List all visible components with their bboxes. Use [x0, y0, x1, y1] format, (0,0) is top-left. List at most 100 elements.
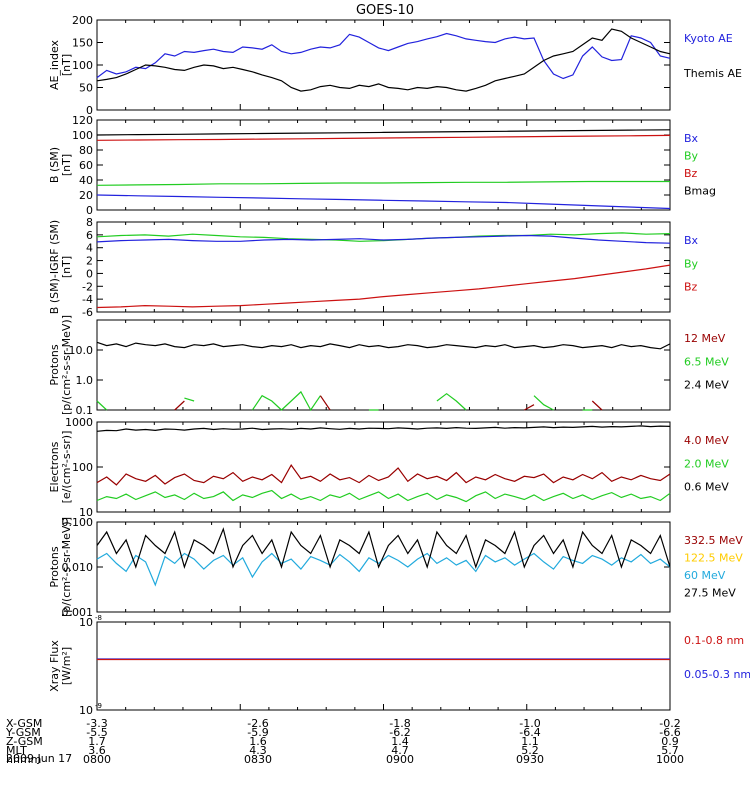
ephemeris-value: -0.2 — [659, 717, 681, 730]
y-axis-label: [W/m²] — [60, 647, 73, 685]
y-tick-label: 2 — [86, 255, 93, 268]
y-tick-label: 10 — [79, 616, 93, 629]
y-tick-label: 200 — [72, 14, 93, 27]
y-tick-exponent: -9 — [95, 702, 102, 710]
legend-entry: 2.4 MeV — [684, 379, 729, 392]
legend-entry: 2.0 MeV — [684, 457, 729, 470]
legend-entry: Bmag — [684, 185, 716, 198]
series-bz — [96, 264, 671, 309]
y-axis-label: [e/(cm²-s-sr)] — [60, 431, 73, 504]
ephemeris-value: -6.2 — [389, 726, 411, 739]
series-4-0-mev — [96, 463, 671, 486]
legend-entry: Kyoto AE — [684, 32, 733, 45]
ephemeris-value: 0830 — [244, 753, 272, 766]
legend-entry: 122.5 MeV — [684, 552, 743, 565]
ephemeris-value: 1.4 — [391, 735, 409, 748]
y-tick-label: -6 — [82, 306, 93, 319]
ephemeris-row-label: X-GSM — [6, 717, 43, 730]
y-tick-label: -2 — [82, 280, 93, 293]
ephemeris-value: -1.8 — [389, 717, 411, 730]
y-axis-label: [nT] — [60, 154, 73, 176]
ephemeris-value: 1000 — [656, 753, 684, 766]
legend-entry: 27.5 MeV — [684, 587, 736, 600]
legend-entry: By — [684, 257, 699, 270]
series-2-0-mev — [96, 489, 671, 503]
series-60-mev — [96, 552, 671, 587]
panel-protons: 0.1 1.0 10.0 Protons [p/(cm²-s-sr-MeV)] 12 Me… — [48, 315, 729, 417]
legend-entry: By — [684, 150, 699, 163]
panel-frame — [96, 19, 671, 111]
ephemeris-table: X-GSM Y-GSM Z-GSM MLT hhmm -3.3 -5.5 1.7 3.6 0800… — [0, 716, 750, 800]
ephemeris-value: 4.3 — [249, 744, 267, 757]
y-axis-label: [p/(cm²-s-sr-MeV)] — [60, 517, 73, 617]
ephemeris-value: 5.2 — [521, 744, 539, 757]
y-tick-label: 10 — [79, 704, 93, 716]
ephemeris-value: 1.7 — [88, 735, 106, 748]
panel-frame — [96, 621, 671, 711]
legend-entry: 4.0 MeV — [684, 434, 729, 447]
ephemeris-value: 5.7 — [661, 744, 679, 757]
ephemeris-value: -6.6 — [659, 726, 681, 739]
y-tick-label: 10 — [79, 506, 93, 519]
y-axis-label: Electrons — [48, 441, 61, 492]
ephemeris-row-label: Z-GSM — [6, 735, 43, 748]
y-axis-label: B (SM) — [48, 147, 61, 183]
y-tick-label: 60 — [79, 159, 93, 172]
ephemeris-row-label: MLT — [6, 744, 27, 757]
y-axis-label: Protons — [48, 344, 61, 385]
y-tick-label: 20 — [79, 189, 93, 202]
date-label: 2009 Jun 17 — [6, 752, 73, 765]
y-tick-label: 0.010 — [62, 561, 94, 574]
ephemeris-value: -1.0 — [519, 717, 541, 730]
legend-entry: 332.5 MeV — [684, 534, 743, 547]
y-tick-exponent: -8 — [95, 614, 102, 622]
y-axis-label: B (SM)-IGRF (SM) — [48, 220, 61, 314]
legend-entry: 0.6 MeV — [684, 481, 729, 494]
series-bz — [96, 134, 671, 141]
panel-electrons: 10 100 1000 Electrons [e/(cm²-s-sr)] 4.0 MeV 2… — [48, 416, 729, 519]
y-tick-label: 0.001 — [62, 606, 94, 619]
ephemeris-value: -5.9 — [247, 726, 269, 739]
y-tick-label: 40 — [79, 174, 93, 187]
ephemeris-value: 0800 — [83, 753, 111, 766]
y-axis-label: AE_index — [48, 39, 61, 90]
ephemeris-value: 0900 — [386, 753, 414, 766]
y-tick-label: 0 — [86, 104, 93, 117]
y-tick-label: 80 — [79, 144, 93, 157]
legend-entry: Bx — [684, 234, 699, 247]
ephemeris-value: -6.4 — [519, 726, 541, 739]
ephemeris-value: 1.6 — [249, 735, 267, 748]
series-bmag — [96, 129, 671, 136]
series-bx — [96, 234, 671, 244]
ephemeris-value: 3.6 — [88, 744, 106, 757]
legend-entry: Bx — [684, 132, 699, 145]
panel-ae: 0 50 100 150 200 AE_index [nT] Kyoto AE Themis A… — [48, 14, 742, 117]
panel-bsm: 0 20 40 60 80 100 120 B (SM) [nT] Bx By Bz Bmag — [48, 114, 716, 217]
series-themis-ae — [96, 28, 671, 92]
y-tick-label: 120 — [72, 114, 93, 127]
y-tick-label: 0 — [86, 204, 93, 217]
series-27-5-mev — [96, 527, 671, 569]
ephemeris-value: 1.1 — [521, 735, 539, 748]
ephemeris-value: 4.7 — [391, 744, 409, 757]
legend-entry: 0.05-0.3 nm — [684, 668, 750, 681]
y-tick-label: 0.100 — [62, 516, 94, 529]
y-tick-label: 4 — [86, 242, 93, 255]
y-tick-label: 50 — [79, 82, 93, 95]
y-axis-label: Protons — [48, 546, 61, 587]
y-axis-label: [nT] — [60, 54, 73, 76]
ephemeris-value: -2.6 — [247, 717, 269, 730]
panel-hiprotons: 0.001 0.010 0.100 Protons [p/(cm²-s-sr-MeV)]… — [48, 516, 743, 619]
y-tick-label: 0.1 — [76, 404, 94, 417]
ephemeris-value: 0930 — [516, 753, 544, 766]
series-12-mev — [174, 395, 603, 411]
ephemeris-row-label: Y-GSM — [6, 726, 41, 739]
series-0-6-mev — [96, 425, 671, 432]
legend-entry: Themis AE — [683, 67, 742, 80]
y-tick-label: 100 — [72, 461, 93, 474]
y-tick-label: 100 — [72, 59, 93, 72]
